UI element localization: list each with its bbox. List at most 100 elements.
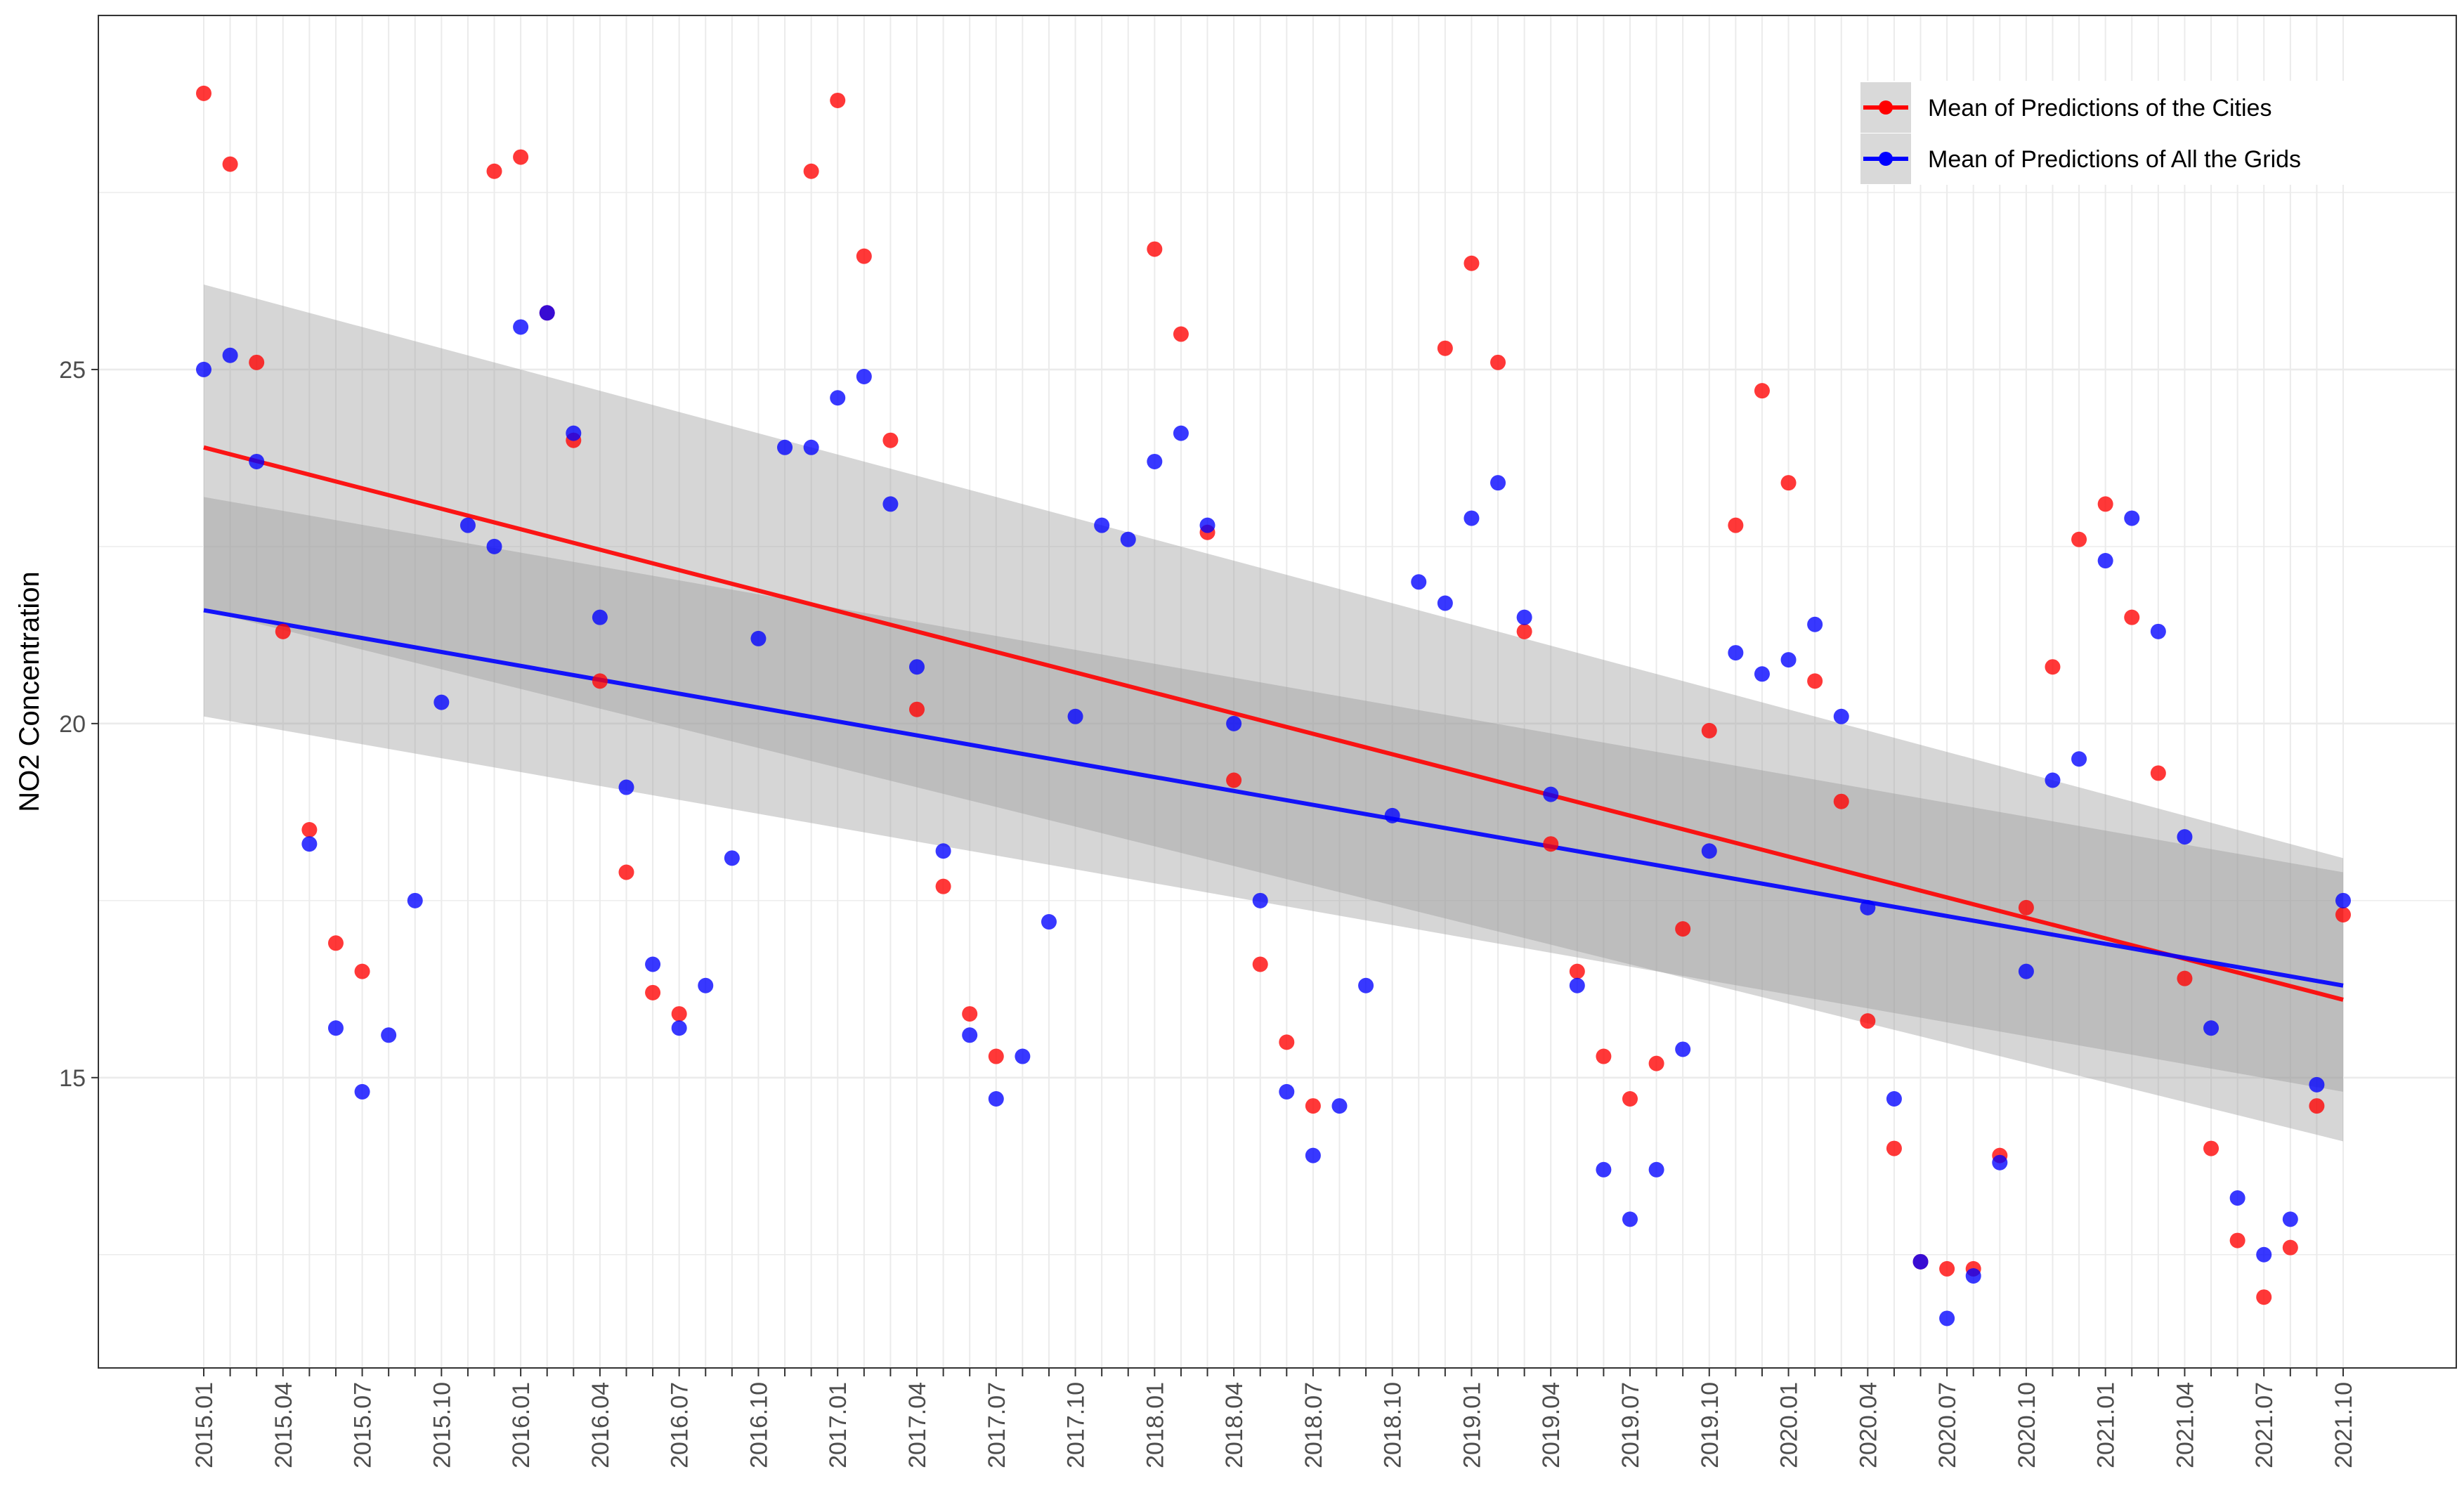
y-tick-label: 20	[59, 711, 86, 738]
data-point	[1886, 1140, 1902, 1156]
legend-label: Mean of Predictions of All the Grids	[1928, 146, 2301, 173]
plot-border	[98, 15, 2457, 1369]
data-point	[2282, 1211, 2298, 1227]
data-point	[803, 439, 819, 455]
data-point	[2256, 1246, 2272, 1263]
data-point	[2177, 829, 2193, 845]
data-point	[2071, 531, 2087, 547]
data-point	[1569, 977, 1585, 993]
data-point	[486, 163, 502, 179]
data-point	[1067, 708, 1083, 724]
data-point	[909, 659, 925, 675]
data-point	[1701, 722, 1717, 738]
data-point	[1596, 1161, 1612, 1178]
data-point	[486, 538, 502, 554]
data-point	[1939, 1260, 1955, 1277]
data-point	[381, 1027, 397, 1043]
data-point	[1331, 1098, 1348, 1114]
x-tick-label: 2019.04	[1538, 1382, 1565, 1468]
x-tick-label: 2018.10	[1380, 1382, 1407, 1468]
confidence-bands	[204, 284, 2343, 1142]
data-point	[988, 1091, 1004, 1107]
data-point	[2018, 899, 2034, 915]
data-point	[327, 1020, 344, 1036]
legend-key-point	[1879, 152, 1893, 166]
data-point	[1199, 517, 1215, 533]
data-point	[750, 630, 767, 646]
data-point	[327, 935, 344, 951]
data-point	[1173, 326, 1189, 342]
data-point	[2309, 1076, 2325, 1093]
legend-label: Mean of Predictions of the Cities	[1928, 95, 2271, 122]
x-tick-label: 2017.04	[904, 1382, 931, 1468]
data-point	[566, 425, 582, 441]
data-point	[1886, 1091, 1902, 1107]
data-point	[354, 1083, 370, 1100]
trend-line	[203, 608, 2344, 988]
data-point	[1358, 977, 1374, 993]
data-point	[1622, 1091, 1638, 1107]
x-tick-label: 2020.04	[1855, 1382, 1882, 1468]
y-axis-title: NO2 Concentration	[14, 571, 45, 811]
x-tick-label: 2016.01	[508, 1382, 535, 1468]
x-tick-label: 2015.04	[270, 1382, 297, 1468]
data-point	[1596, 1048, 1612, 1064]
data-point	[1411, 574, 1427, 590]
data-point	[698, 977, 714, 993]
data-point	[856, 248, 872, 264]
axes: 15 20 25 2015.01 2015.04 2015.07 2015.10 2016.0…	[59, 357, 2357, 1468]
data-point	[1041, 914, 1057, 930]
data-point	[1490, 475, 1506, 491]
data-point	[1120, 531, 1136, 547]
x-tick-label: 2018.01	[1142, 1382, 1168, 1468]
data-point	[1015, 1048, 1031, 1064]
data-point	[1490, 354, 1506, 370]
data-point	[645, 984, 661, 1000]
data-point	[2150, 765, 2166, 781]
data-point	[724, 850, 740, 866]
data-point	[301, 836, 318, 852]
data-point	[1543, 836, 1559, 852]
data-point	[275, 623, 291, 639]
data-point	[1305, 1098, 1321, 1114]
legend: Mean of Predictions of the Cities Mean of…	[1860, 81, 2345, 185]
data-point	[2124, 609, 2140, 625]
data-point	[1728, 517, 1744, 533]
x-tick-label: 2017.01	[825, 1382, 852, 1468]
x-tick-label: 2020.07	[1934, 1382, 1961, 1468]
data-point	[1728, 645, 1744, 661]
x-tick-label: 2021.10	[2331, 1382, 2357, 1468]
data-point	[513, 149, 529, 165]
x-tick-label: 2018.07	[1301, 1382, 1327, 1468]
data-point	[803, 163, 819, 179]
data-point	[2229, 1232, 2245, 1248]
data-point	[935, 843, 951, 859]
grid-lines	[98, 14, 2456, 1368]
data-point	[2256, 1289, 2272, 1305]
confidence-band	[204, 497, 2343, 1092]
data-point	[618, 779, 634, 795]
data-point	[1701, 843, 1717, 859]
data-point	[2018, 963, 2034, 979]
data-point	[2177, 970, 2193, 986]
data-point	[1279, 1083, 1295, 1100]
data-point	[1833, 793, 1849, 809]
data-point	[539, 305, 555, 321]
data-point	[1305, 1147, 1321, 1163]
data-point	[592, 609, 608, 625]
data-point	[1279, 1034, 1295, 1050]
data-point	[645, 956, 661, 972]
x-tick-label: 2019.07	[1617, 1382, 1644, 1468]
data-point	[1622, 1211, 1638, 1227]
data-point	[1860, 899, 1876, 915]
data-point	[830, 390, 846, 406]
data-point	[1754, 383, 1770, 399]
data-point	[882, 496, 899, 512]
data-point	[830, 92, 846, 108]
data-point	[1675, 921, 1691, 937]
y-tick-label: 25	[59, 357, 86, 384]
data-point	[856, 369, 872, 385]
data-point	[592, 673, 608, 689]
